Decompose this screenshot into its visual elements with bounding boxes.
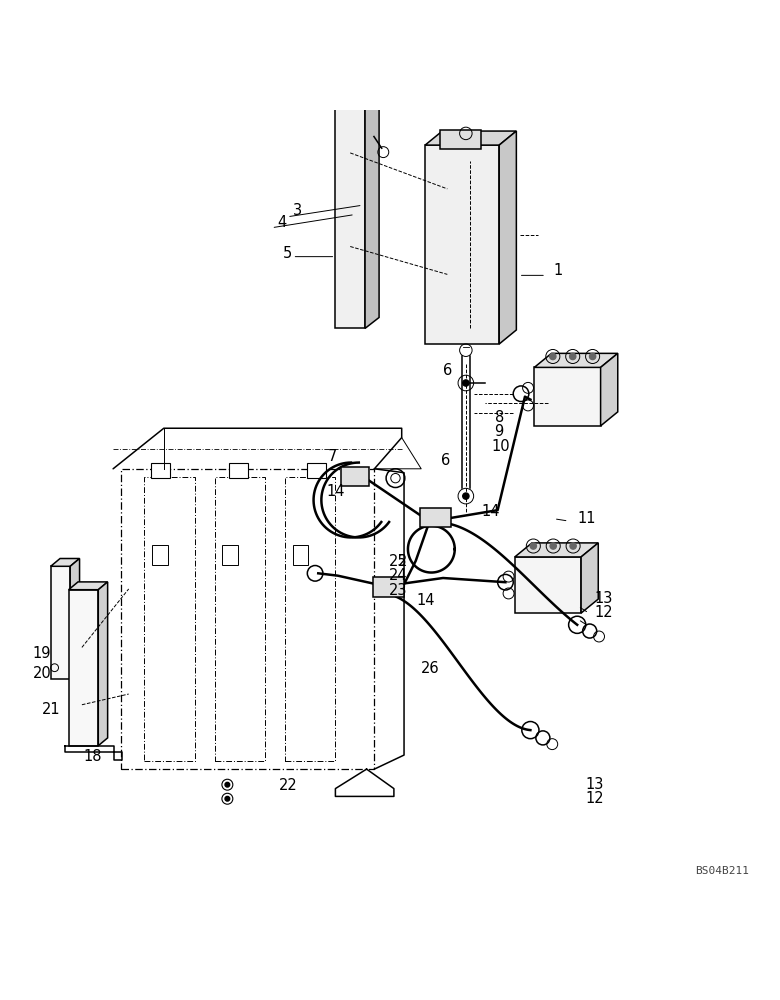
Polygon shape: [581, 543, 598, 613]
Text: 9: 9: [495, 424, 504, 439]
Circle shape: [530, 543, 537, 549]
Text: 12: 12: [594, 605, 613, 620]
Bar: [440, 130, 480, 149]
Text: 24: 24: [388, 568, 407, 583]
Bar: [151, 463, 170, 478]
Bar: [215, 477, 265, 761]
Bar: [341, 467, 369, 486]
Polygon shape: [70, 558, 80, 679]
Text: 3: 3: [293, 203, 303, 218]
Circle shape: [463, 493, 469, 499]
Text: 6: 6: [441, 453, 450, 468]
Polygon shape: [601, 353, 618, 426]
Circle shape: [570, 543, 576, 549]
Text: 26: 26: [421, 661, 440, 676]
Circle shape: [590, 353, 596, 360]
Polygon shape: [515, 543, 598, 557]
Polygon shape: [515, 557, 581, 613]
Bar: [121, 469, 374, 769]
Text: 14: 14: [417, 593, 435, 608]
Circle shape: [550, 543, 556, 549]
Text: 14: 14: [481, 504, 500, 519]
Bar: [285, 477, 335, 761]
Text: 23: 23: [388, 583, 407, 598]
Bar: [152, 545, 168, 565]
Circle shape: [550, 353, 556, 360]
Bar: [292, 545, 308, 565]
Text: 14: 14: [326, 484, 345, 499]
Text: 5: 5: [282, 246, 292, 261]
Bar: [373, 577, 404, 597]
Text: 13: 13: [594, 591, 613, 606]
Polygon shape: [69, 590, 98, 746]
Text: 11: 11: [577, 511, 596, 526]
Polygon shape: [499, 131, 516, 344]
Polygon shape: [534, 353, 618, 367]
Text: 2: 2: [398, 554, 407, 569]
Text: 18: 18: [83, 749, 102, 764]
Text: 1: 1: [554, 263, 563, 278]
Bar: [144, 477, 195, 761]
Bar: [420, 508, 451, 527]
Text: 7: 7: [328, 449, 337, 464]
Text: 6: 6: [443, 363, 452, 378]
Text: 13: 13: [585, 777, 604, 792]
Polygon shape: [365, 83, 379, 328]
Circle shape: [569, 353, 576, 360]
Polygon shape: [98, 582, 108, 746]
Text: 10: 10: [491, 439, 510, 454]
Polygon shape: [51, 566, 70, 679]
Text: 4: 4: [277, 215, 286, 230]
Polygon shape: [69, 582, 108, 590]
Circle shape: [225, 782, 229, 787]
Polygon shape: [425, 131, 516, 145]
Text: BS04B211: BS04B211: [695, 866, 749, 876]
Polygon shape: [534, 367, 601, 426]
Bar: [229, 463, 248, 478]
Polygon shape: [425, 145, 499, 344]
Polygon shape: [51, 558, 80, 566]
Bar: [222, 545, 238, 565]
Polygon shape: [335, 94, 365, 328]
Circle shape: [463, 380, 469, 386]
Text: 19: 19: [33, 646, 51, 661]
Text: 12: 12: [585, 791, 604, 806]
Text: 25: 25: [388, 554, 407, 569]
Text: 8: 8: [495, 410, 504, 425]
Text: 22: 22: [278, 778, 297, 793]
Bar: [307, 463, 326, 478]
Circle shape: [225, 796, 229, 801]
Text: 20: 20: [33, 666, 51, 681]
Text: 21: 21: [42, 702, 61, 718]
Polygon shape: [335, 83, 379, 94]
